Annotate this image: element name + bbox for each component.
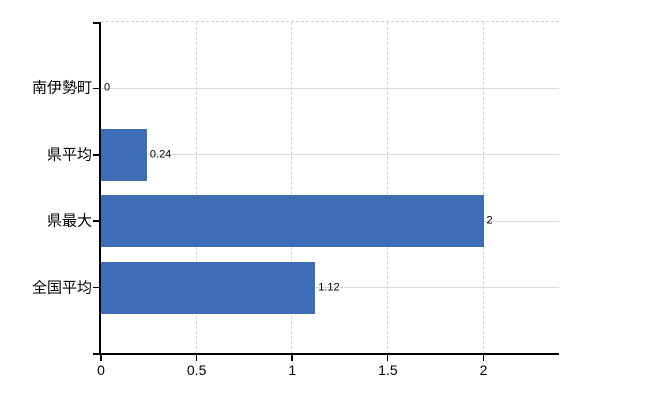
x-tick — [291, 355, 293, 361]
bar — [101, 128, 147, 181]
y-gridline — [101, 87, 559, 89]
x-gridline — [386, 22, 388, 354]
y-tick — [93, 220, 99, 222]
x-gridline — [482, 22, 484, 354]
x-tick — [195, 355, 198, 361]
value-label: 0.24 — [149, 148, 172, 161]
x-tick — [482, 355, 484, 361]
y-tick — [93, 87, 99, 90]
y-axis-top-tick — [93, 22, 99, 24]
plot-top-border — [101, 21, 559, 22]
x-tick-label: 2 — [479, 362, 488, 378]
x-tick-label: 0 — [97, 362, 105, 378]
y-gridline — [101, 287, 559, 289]
x-gridline — [195, 22, 197, 354]
category-label: 全国平均 — [31, 279, 92, 297]
category-label: 県平均 — [46, 146, 92, 164]
x-gridline — [291, 22, 293, 354]
y-axis — [99, 22, 101, 354]
value-label: 0 — [104, 81, 111, 94]
x-tick — [100, 355, 102, 361]
value-label: 1.12 — [318, 281, 340, 294]
category-label: 南伊勢町 — [31, 79, 92, 97]
x-axis — [93, 353, 559, 355]
x-tick — [386, 355, 389, 361]
category-label: 県最大 — [46, 212, 92, 230]
value-label: 2 — [486, 214, 493, 227]
y-tick — [93, 286, 99, 289]
y-gridline — [101, 154, 559, 156]
bar — [101, 195, 484, 248]
x-tick-label: 1 — [288, 362, 297, 378]
x-tick-label: 1.5 — [378, 362, 398, 378]
x-tick-label: 0.5 — [186, 362, 207, 378]
y-tick — [93, 154, 99, 156]
bar — [101, 261, 316, 314]
